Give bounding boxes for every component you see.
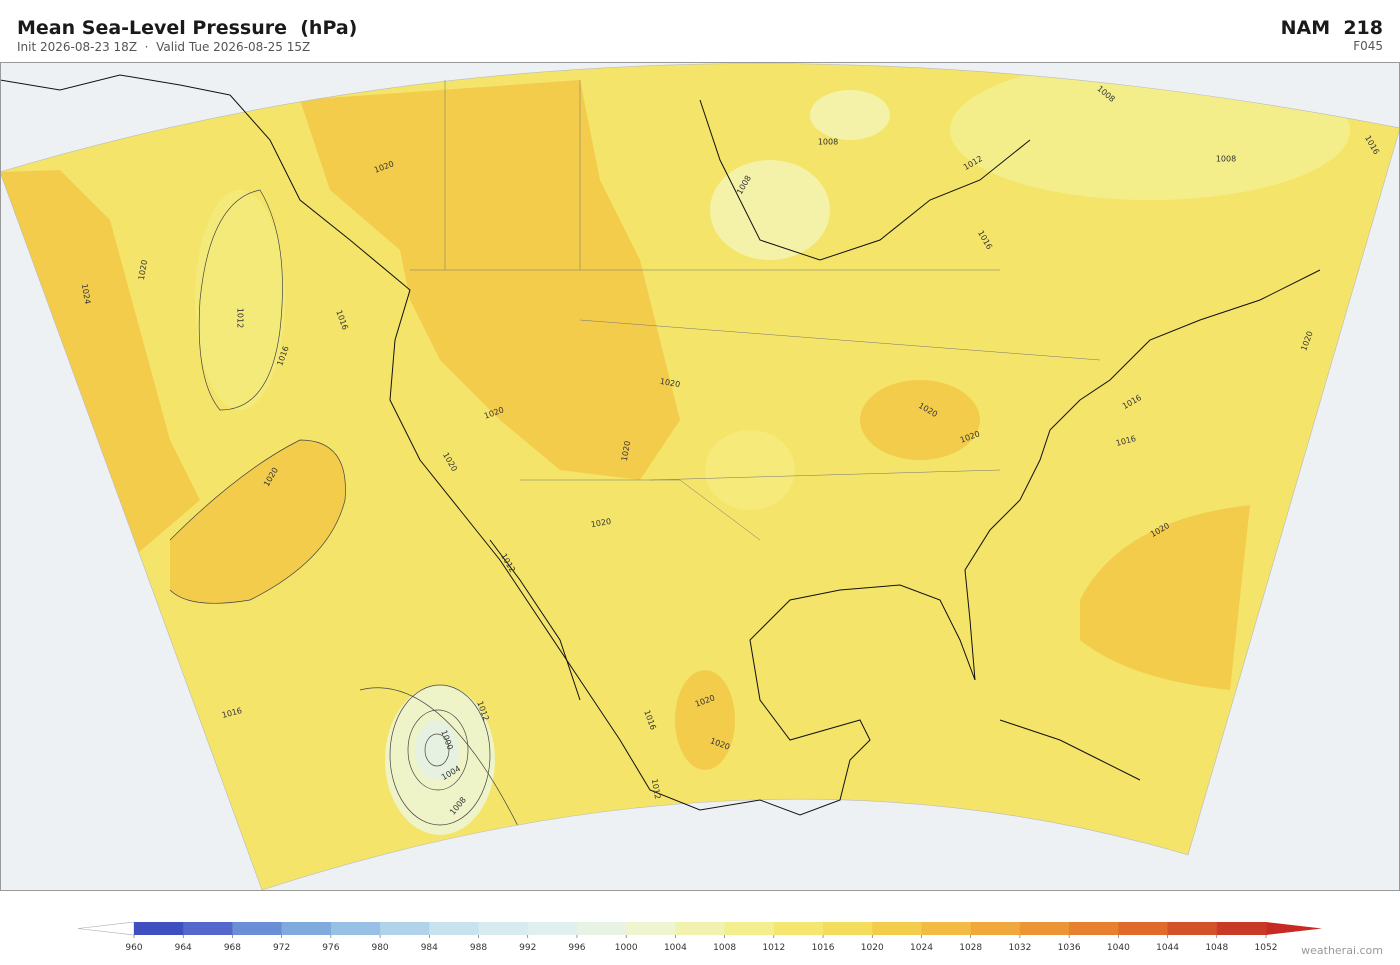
high-region [860,380,980,460]
colorbar-bin [921,922,972,935]
colorbar-tick-label: 1012 [762,943,785,953]
title: Mean Sea-Level Pressure (hPa) [17,17,357,39]
colorbar-tick-label: 996 [568,943,585,953]
high-region [675,670,735,770]
borders [410,80,1101,541]
colorbar-bin [183,922,233,935]
colorbar-bin [823,922,873,935]
contour-label: 1020 [659,377,681,389]
colorbar-tick-label: 1044 [1156,943,1179,953]
contour-label: 1020 [620,440,632,462]
colorbar-bin [626,922,676,935]
colorbar-tick-label: 1036 [1058,943,1081,953]
colorbar-bin [1019,922,1070,935]
colorbar-tick-label: 1024 [910,943,933,953]
colorbar-tick-label: 1040 [1107,943,1130,953]
colorbar-bin [429,922,480,935]
colorbar-tick-label: 1020 [861,943,884,953]
colorbar-bin [675,922,726,935]
coastlines [0,74,1321,816]
colorbar-tick-label: 988 [470,943,487,953]
colorbar-bin [527,922,578,935]
colorbar-tick-label: 984 [421,943,438,953]
colorbar-bin [1167,922,1218,935]
colorbar-tick-label: 1052 [1255,943,1278,953]
colorbar-tick-label: 1016 [812,943,835,953]
colorbar-tick-label: 1032 [1008,943,1031,953]
high-region [300,80,680,480]
colorbar-bin [232,922,283,935]
colorbar-bin [330,922,381,935]
colorbar-tick-label: 1004 [664,943,687,953]
contour-label: 1024 [80,283,92,305]
colorbar-over [1266,922,1322,935]
high-region [1080,505,1250,690]
contour-label: 1008 [1216,155,1236,164]
colorbar: 960 964 968 972 976 980 984 988 992 996 1000 1004 10… [77,921,1322,953]
colorbar-under [77,921,135,936]
colorbar-bin [1069,922,1119,935]
colorbar-bin [576,922,627,935]
cyclone-core [415,720,459,780]
subtitle: Init 2026-08-23 18Z · Valid Tue 2026-08-… [17,40,310,54]
colorbar-bin [134,922,184,935]
contour-label: 1012 [236,308,245,328]
colorbar-bin [872,922,922,935]
colorbar-tick-label: 960 [125,943,142,953]
colorbar-bin [724,922,775,935]
watermark: weatherai.com [1301,944,1383,957]
high-region [170,440,346,604]
contour-label: 1020 [137,259,149,281]
colorbar-bin [773,922,824,935]
contour-label: 1008 [818,138,838,147]
colorbar-tick-label: 1008 [713,943,736,953]
low-region [195,190,285,410]
colorbar-bin [281,922,332,935]
low-region [810,90,890,140]
domain-edge [0,63,1400,891]
colorbar-tick-label: 1028 [959,943,982,953]
colorbar-bin [1216,922,1267,935]
colorbar-tick-label: 980 [371,943,388,953]
colorbar-tick-label: 1048 [1205,943,1228,953]
colorbar-bin [1118,922,1169,935]
forecast-hour: F045 [1353,39,1383,53]
colorbar-bin [478,922,529,935]
colorbar-tick-label: 976 [322,943,339,953]
high-region [0,170,200,560]
colorbar-bin [380,922,430,935]
pressure-field [0,63,1400,890]
colorbar-tick-label: 968 [224,943,241,953]
colorbar-tick-label: 992 [519,943,536,953]
model-name: NAM 218 [1281,17,1383,39]
contour-label: 1012 [650,778,662,800]
colorbar-tick-label: 964 [175,943,192,953]
colorbar-tick-label: 972 [273,943,290,953]
low-region [705,430,795,510]
colorbar-tick-label: 1000 [615,943,638,953]
contour-label: 1020 [590,517,612,529]
colorbar-bin [970,922,1021,935]
isobars [169,189,521,831]
low-region [710,160,830,260]
